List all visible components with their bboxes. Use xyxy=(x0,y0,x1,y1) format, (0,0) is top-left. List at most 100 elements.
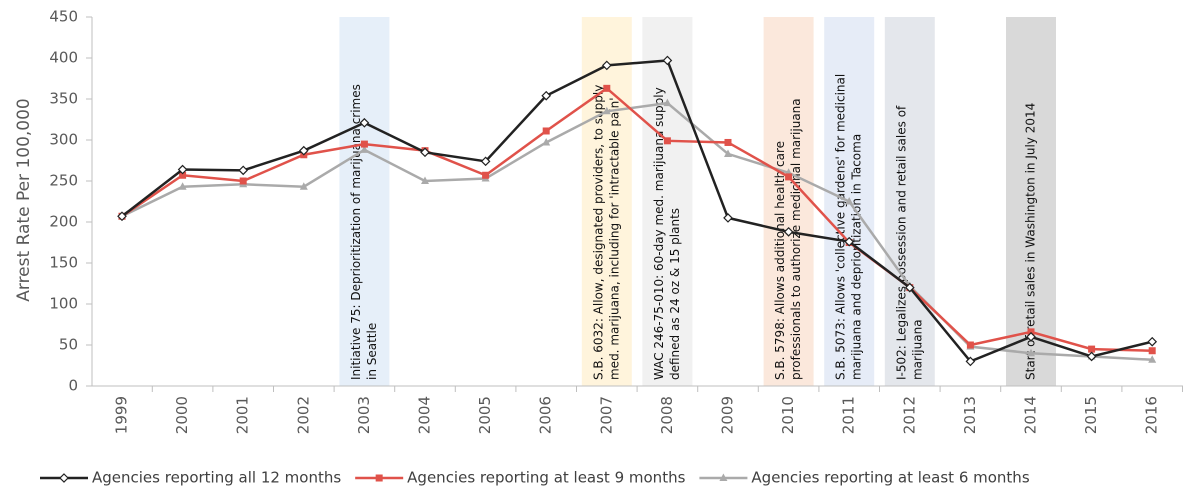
point xyxy=(1026,331,1036,342)
x-tick-label: 2013 xyxy=(961,396,979,434)
y-axis-title: Arrest Rate Per 100,000 xyxy=(14,98,34,302)
legend-item: Agencies reporting all 12 months xyxy=(40,469,341,487)
legend-item: Agencies reporting at least 9 months xyxy=(355,469,686,487)
legend-item: Agencies reporting at least 6 months xyxy=(699,469,1030,487)
point xyxy=(1027,328,1035,336)
series xyxy=(117,55,1158,367)
annotation-text: S.B. 6032: Allow, designated providers, … xyxy=(591,85,605,380)
point xyxy=(179,171,187,179)
point xyxy=(421,176,429,184)
legend-label: Agencies reporting at least 9 months xyxy=(407,469,685,487)
annotation-box xyxy=(1006,17,1056,386)
annotation-text: S.B. 5798: Allows additional health care xyxy=(773,141,787,380)
point xyxy=(541,90,552,101)
annotation-box xyxy=(339,17,390,386)
point xyxy=(1148,355,1157,363)
annotation-text: Start of retail sales in Washington in J… xyxy=(1024,103,1038,380)
point xyxy=(360,140,368,148)
point xyxy=(59,473,69,483)
annotations: Initiative 75: Deprioritization of marij… xyxy=(339,17,1056,386)
x-tick-label: 2005 xyxy=(476,396,494,434)
point xyxy=(238,165,249,176)
x-tick-label: 1999 xyxy=(113,396,131,434)
annotation-box xyxy=(884,17,935,386)
point xyxy=(542,137,551,146)
point xyxy=(1088,345,1096,353)
point xyxy=(783,226,794,237)
point xyxy=(965,356,976,367)
point xyxy=(239,177,247,185)
point xyxy=(663,98,672,107)
point xyxy=(1086,351,1097,362)
point xyxy=(904,282,915,293)
annotation-box xyxy=(642,17,693,386)
x-tick-label: 2011 xyxy=(840,396,858,434)
x-tick-label: 2014 xyxy=(1022,396,1040,434)
point xyxy=(360,145,369,153)
point xyxy=(785,173,793,181)
point xyxy=(1027,348,1035,357)
y-tick-label: 300 xyxy=(49,131,78,149)
series xyxy=(118,98,1157,363)
y-tick-label: 250 xyxy=(49,172,78,190)
plot: 0 50 100 150 200 250 300 350 400 450 1999 2000 2001 2… xyxy=(49,8,1183,434)
point xyxy=(723,213,733,223)
y-tick-label: 150 xyxy=(49,254,78,272)
x-tick-label: 2015 xyxy=(1082,396,1100,434)
point xyxy=(724,138,732,146)
y-tick-label: 450 xyxy=(49,8,78,26)
annotation-text: I-502: Legalizes possession and retail s… xyxy=(894,105,908,380)
x-tick-label: 2004 xyxy=(416,396,434,434)
point xyxy=(845,197,854,205)
point xyxy=(1147,336,1158,347)
annotation-text: med. marijuana, including for 'intractab… xyxy=(607,97,621,380)
annotation-text: professionals to authorize medicinal mar… xyxy=(789,98,803,380)
x-tick-label: 2003 xyxy=(355,396,373,434)
point xyxy=(298,145,309,156)
x-tick-label: 2008 xyxy=(658,396,676,434)
point xyxy=(602,106,611,115)
point xyxy=(299,182,308,190)
point xyxy=(603,84,611,92)
point xyxy=(420,147,430,158)
y-tick-label: 0 xyxy=(68,377,78,395)
point xyxy=(1148,347,1156,355)
point xyxy=(844,236,855,247)
x-tick-label: 2001 xyxy=(234,396,252,434)
point xyxy=(542,127,550,135)
line xyxy=(121,86,1153,352)
y-tick-label: 350 xyxy=(49,90,78,108)
legend-label: Agencies reporting at least 6 months xyxy=(751,469,1029,487)
x-tick-label: 2006 xyxy=(537,396,555,434)
point xyxy=(178,182,187,190)
series xyxy=(118,84,1156,355)
annotation-text: S.B. 5073: Allows 'collective gardens' f… xyxy=(834,74,848,380)
x-tick-label: 2002 xyxy=(294,396,312,434)
line xyxy=(121,101,1153,362)
annotation-text: in Seattle xyxy=(365,323,379,380)
point xyxy=(177,164,188,175)
x-tick-label: 2012 xyxy=(900,396,918,434)
x-tick-label: 2016 xyxy=(1143,396,1161,434)
legend-label: Agencies reporting all 12 months xyxy=(92,469,341,487)
point xyxy=(375,474,383,482)
point xyxy=(482,171,490,179)
annotation-text: WAC 246-75-010: 60-day med. marijuana su… xyxy=(652,87,666,380)
annotation-box xyxy=(581,17,632,386)
point xyxy=(601,60,612,71)
point xyxy=(662,55,673,66)
point xyxy=(359,117,370,128)
y-tick-label: 200 xyxy=(49,213,78,231)
x-tick-label: 2009 xyxy=(719,396,737,434)
point xyxy=(719,473,728,481)
y-tick-label: 100 xyxy=(49,295,78,313)
point xyxy=(480,156,491,167)
annotation-text: marijuana xyxy=(910,319,924,380)
point xyxy=(663,137,671,145)
point xyxy=(724,149,732,157)
line xyxy=(121,59,1153,363)
annotation-text: defined as 24 oz & 15 plants xyxy=(668,208,682,380)
x-tick-label: 2007 xyxy=(597,396,615,434)
point xyxy=(117,211,127,222)
annotation-text: marijuana and deprioritization in Tacoma xyxy=(850,134,864,380)
